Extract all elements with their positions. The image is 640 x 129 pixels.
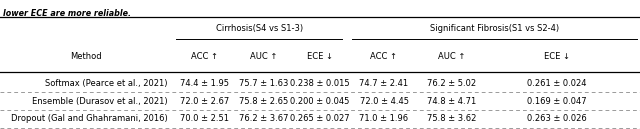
Text: 74.8 ± 4.71: 74.8 ± 4.71 bbox=[427, 96, 476, 106]
Text: Ensemble (Durasov et al., 2021): Ensemble (Durasov et al., 2021) bbox=[32, 96, 168, 106]
Text: 74.7 ± 2.41: 74.7 ± 2.41 bbox=[360, 79, 408, 88]
Text: 75.8 ± 2.65: 75.8 ± 2.65 bbox=[239, 96, 288, 106]
Text: 71.0 ± 1.96: 71.0 ± 1.96 bbox=[360, 114, 408, 123]
Text: 75.8 ± 3.62: 75.8 ± 3.62 bbox=[426, 114, 476, 123]
Text: Dropout (Gal and Ghahramani, 2016): Dropout (Gal and Ghahramani, 2016) bbox=[11, 114, 168, 123]
Text: AUC ↑: AUC ↑ bbox=[250, 52, 277, 61]
Text: Significant Fibrosis(S1 vs S2-4): Significant Fibrosis(S1 vs S2-4) bbox=[430, 24, 559, 33]
Text: Cirrhosis(S4 vs S1-3): Cirrhosis(S4 vs S1-3) bbox=[216, 24, 303, 33]
Text: ECE ↓: ECE ↓ bbox=[307, 52, 333, 61]
Text: ECE ↓: ECE ↓ bbox=[544, 52, 570, 61]
Text: Method: Method bbox=[70, 52, 102, 61]
Text: 0.238 ± 0.015: 0.238 ± 0.015 bbox=[290, 79, 350, 88]
Text: 72.0 ± 2.67: 72.0 ± 2.67 bbox=[180, 96, 229, 106]
Text: 76.2 ± 3.67: 76.2 ± 3.67 bbox=[239, 114, 289, 123]
Text: 74.4 ± 1.95: 74.4 ± 1.95 bbox=[180, 79, 229, 88]
Text: 0.169 ± 0.047: 0.169 ± 0.047 bbox=[527, 96, 587, 106]
Text: 0.265 ± 0.027: 0.265 ± 0.027 bbox=[290, 114, 350, 123]
Text: ACC ↑: ACC ↑ bbox=[371, 52, 397, 61]
Text: AUC ↑: AUC ↑ bbox=[438, 52, 465, 61]
Text: 72.0 ± 4.45: 72.0 ± 4.45 bbox=[360, 96, 408, 106]
Text: 76.2 ± 5.02: 76.2 ± 5.02 bbox=[427, 79, 476, 88]
Text: 70.0 ± 2.51: 70.0 ± 2.51 bbox=[180, 114, 229, 123]
Text: ACC ↑: ACC ↑ bbox=[191, 52, 218, 61]
Text: Softmax (Pearce et al., 2021): Softmax (Pearce et al., 2021) bbox=[45, 79, 168, 88]
Text: lower ECE are more reliable.: lower ECE are more reliable. bbox=[3, 9, 131, 18]
Text: 0.263 ± 0.026: 0.263 ± 0.026 bbox=[527, 114, 587, 123]
Text: 0.200 ± 0.045: 0.200 ± 0.045 bbox=[291, 96, 349, 106]
Text: 75.7 ± 1.63: 75.7 ± 1.63 bbox=[239, 79, 289, 88]
Text: 0.261 ± 0.024: 0.261 ± 0.024 bbox=[527, 79, 586, 88]
